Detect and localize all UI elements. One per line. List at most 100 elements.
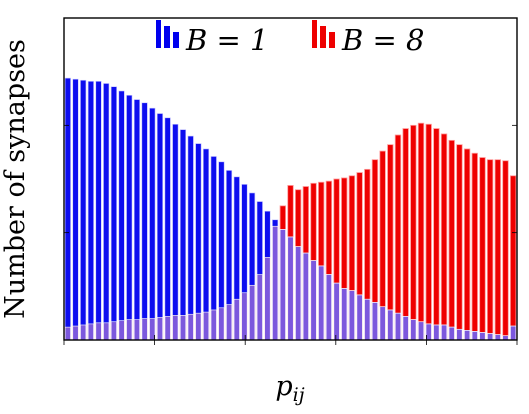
bar-overlap-5 <box>103 322 110 341</box>
bar-b1-4 <box>95 81 102 341</box>
x-axis-label-subscript: ij <box>293 384 305 406</box>
bar-overlap-52 <box>464 330 471 341</box>
bar-overlap-9 <box>133 319 141 341</box>
bar-overlap-53 <box>471 331 478 341</box>
bar-b8-47 <box>425 123 432 341</box>
x-axis-label-main: p <box>275 371 292 402</box>
legend-item-b1: B = 1 <box>156 20 269 57</box>
bar-overlap-13 <box>164 316 171 341</box>
bar-overlap-18 <box>202 311 210 341</box>
axis-ticks <box>63 17 518 345</box>
bar-b8-55 <box>486 159 494 341</box>
bar-overlap-28 <box>279 229 286 341</box>
x-axis-label: pij <box>275 371 304 406</box>
bar-b8-57 <box>502 160 509 341</box>
bar-overlap-22 <box>233 298 240 341</box>
bar-overlap-50 <box>448 326 455 341</box>
y-axis-label: Number of synapses <box>0 39 31 319</box>
bar-overlap-15 <box>179 315 187 341</box>
bar-overlap-8 <box>126 319 133 341</box>
bar-overlap-30 <box>295 246 302 341</box>
bar-overlap-1 <box>72 325 79 341</box>
bar-overlap-40 <box>371 302 379 341</box>
bar-b1-5 <box>103 83 110 341</box>
bar-b8-52 <box>463 148 471 341</box>
legend-label-b1: B = 1 <box>185 23 269 57</box>
bar-overlap-39 <box>364 298 371 341</box>
bar-b1-1 <box>72 78 79 341</box>
bar-overlap-46 <box>417 321 425 341</box>
bar-overlap-24 <box>249 284 256 341</box>
legend-label-b8: B = 8 <box>341 23 425 57</box>
legend-swatch-bar-1-1 <box>320 26 326 48</box>
bar-overlap-4 <box>95 322 102 341</box>
bar-overlap-48 <box>433 324 440 341</box>
bar-overlap-37 <box>348 290 355 341</box>
legend-swatch-bar-0-0 <box>156 20 161 48</box>
legend-swatch-bar-1-0 <box>312 20 317 48</box>
bar-b1-15 <box>179 129 187 341</box>
legend-swatch-b1 <box>156 20 179 48</box>
bar-overlap-29 <box>287 236 294 341</box>
bar-b8-54 <box>479 157 486 341</box>
bar-overlap-7 <box>118 320 125 341</box>
bar-overlap-45 <box>410 319 417 341</box>
bar-b1-6 <box>110 86 117 341</box>
bar-overlap-54 <box>479 332 486 341</box>
bar-overlap-33 <box>318 265 325 341</box>
bar-overlap-17 <box>195 312 202 341</box>
bar-overlap-44 <box>402 316 409 341</box>
bar-overlap-31 <box>302 252 309 341</box>
legend-swatch-bar-0-1 <box>164 26 170 48</box>
bar-b1-16 <box>187 135 194 341</box>
bar-overlap-26 <box>264 257 271 341</box>
plot-frame <box>63 17 518 341</box>
legend-swatch-bar-1-2 <box>329 32 335 48</box>
bar-overlap-41 <box>379 306 386 341</box>
bar-overlap-32 <box>310 260 317 341</box>
bar-overlap-36 <box>341 288 348 341</box>
bar-overlap-3 <box>87 323 94 341</box>
bar-b8-51 <box>456 144 463 341</box>
bar-overlap-21 <box>226 304 233 341</box>
bar-b1-10 <box>141 102 148 341</box>
bar-overlap-43 <box>394 312 402 341</box>
bar-overlap-10 <box>141 318 148 341</box>
bar-b1-2 <box>80 79 87 341</box>
bar-overlap-0 <box>64 326 71 341</box>
bar-overlap-16 <box>187 313 194 341</box>
bar-overlap-23 <box>241 292 248 341</box>
bar-b1-3 <box>87 81 94 341</box>
bar-overlap-49 <box>440 324 448 341</box>
bar-b8-53 <box>471 152 478 341</box>
bar-b1-14 <box>172 123 179 341</box>
bar-b8-50 <box>448 139 455 341</box>
bar-overlap-42 <box>387 309 394 341</box>
bar-overlap-6 <box>110 321 117 341</box>
bar-overlap-34 <box>325 274 332 341</box>
bar-overlap-38 <box>356 294 363 341</box>
bar-overlap-51 <box>456 328 463 341</box>
bar-b1-17 <box>195 143 202 341</box>
bar-overlap-2 <box>80 324 87 341</box>
bar-overlap-55 <box>487 333 494 341</box>
legend-swatch-bar-0-2 <box>173 32 179 48</box>
bar-b8-56 <box>494 159 501 341</box>
bar-overlap-58 <box>510 325 517 341</box>
bar-overlap-56 <box>494 334 501 341</box>
legend-swatch-b8 <box>312 20 335 48</box>
bar-overlap-35 <box>333 282 340 341</box>
bar-overlap-14 <box>172 315 179 341</box>
bar-b8-43 <box>394 134 402 341</box>
bar-overlap-19 <box>210 309 217 341</box>
bar-b1-13 <box>164 117 171 341</box>
bar-b1-18 <box>202 148 210 341</box>
bar-overlap-25 <box>256 274 263 341</box>
bars-layer <box>64 77 517 341</box>
bar-b8-49 <box>440 133 448 341</box>
bar-b1-8 <box>126 94 133 341</box>
bar-b1-9 <box>133 99 141 341</box>
bar-overlap-12 <box>156 317 164 341</box>
legend-item-b8: B = 8 <box>312 20 425 57</box>
